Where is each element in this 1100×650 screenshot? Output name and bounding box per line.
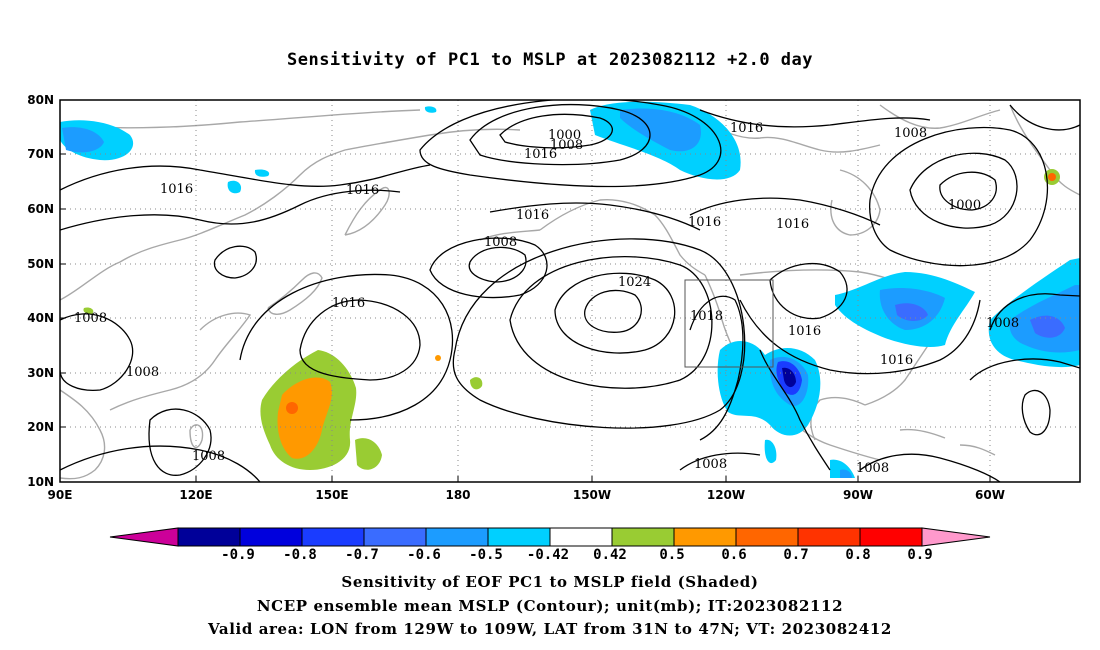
- contour-label: 1000: [548, 128, 581, 143]
- caption-line-1: Sensitivity of EOF PC1 to MSLP field (Sh…: [341, 573, 759, 591]
- map-grid: [60, 100, 1080, 482]
- lat-label: 80N: [27, 93, 54, 107]
- colorbar-label: 0.7: [783, 547, 808, 563]
- contour-label: 1008: [484, 235, 517, 250]
- contour-label: 1016: [346, 183, 379, 198]
- colorbar-swatch: [859, 527, 923, 547]
- lon-label: 180: [445, 488, 470, 502]
- colorbar-swatch: [301, 527, 365, 547]
- colorbar-swatch: [797, 527, 861, 547]
- lat-label: 50N: [27, 257, 54, 271]
- colorbar-swatch: [549, 527, 613, 547]
- contour-label: 1008: [894, 126, 927, 141]
- colorbar-swatch: [177, 527, 241, 547]
- contour-label: 1008: [856, 461, 889, 476]
- colorbar-label: -0.6: [407, 547, 441, 563]
- contour-label: 1016: [788, 324, 821, 339]
- colorbar: [109, 527, 991, 547]
- caption-line-2: NCEP ensemble mean MSLP (Contour); unit(…: [256, 597, 844, 615]
- colorbar-label: -0.7: [345, 547, 379, 563]
- longitude-labels: 90E 120E 150E 180 150W 120W 90W 60W: [48, 488, 1005, 502]
- colorbar-label: 0.42: [593, 547, 627, 563]
- colorbar-label: -0.42: [527, 547, 569, 563]
- colorbar-swatch: [487, 527, 551, 547]
- contour-label: 1008: [192, 449, 225, 464]
- colorbar-low-end: [109, 527, 179, 547]
- colorbar-swatch: [735, 527, 799, 547]
- contour-label: 1016: [880, 353, 913, 368]
- coastlines: [60, 104, 1080, 480]
- contour-label: 1016: [332, 296, 365, 311]
- lon-label: 60W: [975, 488, 1005, 502]
- colorbar-label: -0.5: [469, 547, 503, 563]
- contour-label: 1008: [74, 311, 107, 326]
- colorbar-labels: -0.9 -0.8 -0.7 -0.6 -0.5 -0.42 0.42 0.5 0.6 0.7 0.…: [221, 547, 933, 563]
- contour-label: 1008: [986, 316, 1019, 331]
- lat-label: 40N: [27, 311, 54, 325]
- lat-label: 70N: [27, 147, 54, 161]
- latitude-labels: 80N 70N 60N 50N 40N 30N 20N 10N: [27, 93, 54, 489]
- colorbar-swatch: [673, 527, 737, 547]
- lon-label: 90W: [843, 488, 873, 502]
- colorbar-label: -0.8: [283, 547, 317, 563]
- lon-label: 90E: [48, 488, 73, 502]
- colorbar-label: 0.6: [721, 547, 746, 563]
- caption-line-3: Valid area: LON from 129W to 109W, LAT f…: [208, 620, 892, 638]
- valid-area-box: [684, 279, 774, 368]
- colorbar-label: 0.5: [659, 547, 684, 563]
- colorbar-swatch: [239, 527, 303, 547]
- mslp-contours: [60, 100, 1080, 482]
- contour-label: 1016: [688, 215, 721, 230]
- lat-label: 20N: [27, 420, 54, 434]
- contour-label: 1016: [524, 147, 557, 162]
- colorbar-high-end: [921, 527, 991, 547]
- lon-label: 120E: [179, 488, 212, 502]
- contour-label: 1016: [160, 182, 193, 197]
- lon-label: 120W: [707, 488, 745, 502]
- colorbar-swatch: [611, 527, 675, 547]
- map-frame: [59, 99, 1081, 483]
- colorbar-label: 0.9: [907, 547, 932, 563]
- contour-label: 1008: [694, 457, 727, 472]
- contour-label: 1016: [516, 208, 549, 223]
- lon-label: 150E: [315, 488, 348, 502]
- contour-label: 1016: [776, 217, 809, 232]
- colorbar-label: -0.9: [221, 547, 255, 563]
- map-title: Sensitivity of PC1 to MSLP at 2023082112…: [286, 50, 813, 70]
- axis-ticks: [60, 99, 991, 483]
- contour-label: 1000: [948, 198, 981, 213]
- lat-label: 30N: [27, 366, 54, 380]
- colorbar-swatch: [363, 527, 427, 547]
- contour-label: 1018: [690, 309, 723, 324]
- contour-label: 1016: [730, 121, 763, 136]
- lon-label: 150W: [573, 488, 611, 502]
- lat-label: 10N: [27, 475, 54, 489]
- contour-labels: 1016 1000 1008 1016 1016 1008 1016 1016 …: [74, 121, 1019, 476]
- contour-label: 1008: [126, 365, 159, 380]
- contour-label: 1024: [618, 275, 651, 290]
- lat-label: 60N: [27, 202, 54, 216]
- colorbar-label: 0.8: [845, 547, 870, 563]
- colorbar-swatch: [425, 527, 489, 547]
- contour-label: 1008: [550, 138, 583, 153]
